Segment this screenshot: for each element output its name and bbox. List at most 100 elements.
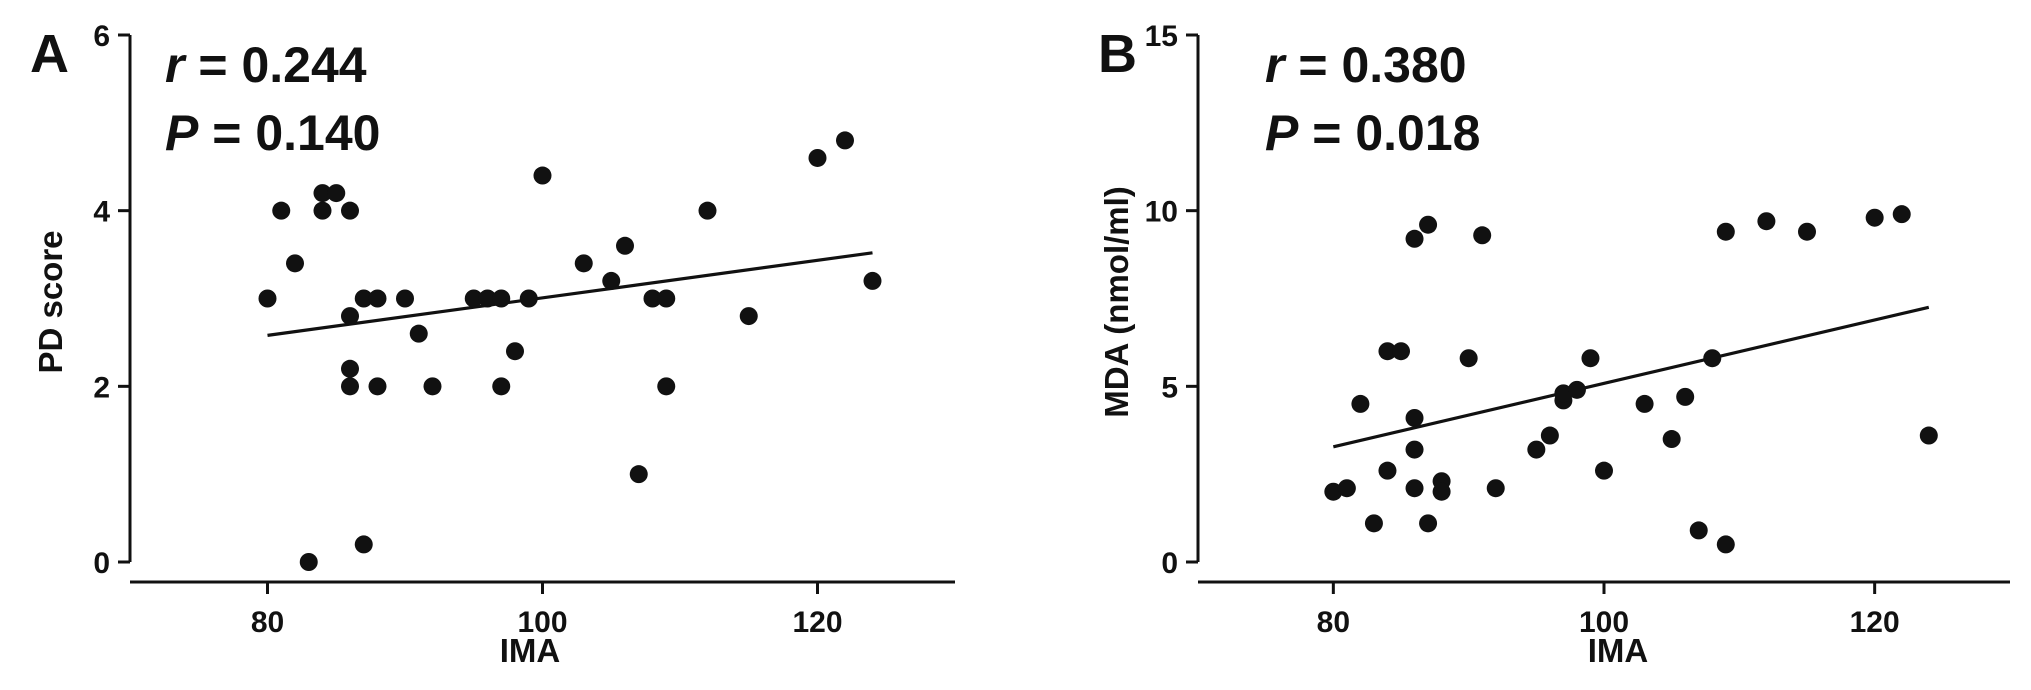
panel-b-data-point: [1351, 394, 1370, 413]
panel-a-stat-p-symbol: P: [165, 105, 199, 161]
panel-b-x-tick-label: 100: [1579, 606, 1629, 639]
panel-b-stat-r-symbol: r: [1265, 37, 1287, 93]
panel-b-data-point: [1432, 482, 1451, 501]
panel-a-data-point: [863, 271, 882, 290]
panel-a-data-point: [602, 271, 621, 290]
panel-b-stat-p: P = 0.018: [1265, 105, 1480, 161]
panel-b-x-tick-label: 120: [1850, 606, 1900, 639]
panel-a-stat-p: P = 0.140: [165, 105, 380, 161]
panel-b-data-point: [1405, 229, 1424, 248]
panel-b-data-point: [1527, 440, 1546, 459]
panel-b-letter: B: [1098, 24, 1137, 84]
panel-b-data-point: [1757, 212, 1776, 231]
panel-a-data-point: [657, 289, 676, 308]
panel-b-data-point: [1554, 384, 1573, 403]
panel-a-data-point: [341, 307, 359, 326]
panel-a-data-point: [396, 289, 414, 308]
panel-a-x-tick-label: 100: [517, 606, 567, 639]
panel-a-data-point: [341, 377, 359, 396]
panel-b-stat-p-value: = 0.018: [1298, 105, 1480, 161]
panel-b-data-point: [1567, 380, 1586, 399]
panel-a-data-point: [354, 535, 373, 554]
panel-a-y-axis-title: PD score: [32, 230, 69, 373]
panel-a-data-point: [629, 465, 648, 484]
panel-b-data-point: [1378, 461, 1397, 480]
panel-b-data-point: [1540, 426, 1559, 445]
panel-b-stat-r: r = 0.380: [1265, 37, 1467, 93]
panel-a-plot-area: 0 2 4 6 80 100 120: [93, 20, 955, 639]
panel-b-data-point: [1919, 426, 1938, 445]
panel-a-data-point: [327, 184, 346, 203]
panel-a-y-tick-label: 0: [93, 547, 110, 580]
panel-b-y-tick-label: 10: [1145, 196, 1178, 229]
panel-a-stat-r: r = 0.244: [165, 37, 367, 93]
panel-b-y-tick-label: 0: [1161, 547, 1178, 580]
panel-a-stat-p-value: = 0.140: [198, 105, 380, 161]
panel-a-data-point: [341, 359, 359, 378]
panel-b-data-point: [1405, 408, 1424, 427]
panel-b-y-axis-title: MDA (nmol/ml): [1098, 186, 1135, 418]
panel-a-y-tick-label: 6: [93, 20, 110, 53]
panel-b-data-point: [1324, 482, 1343, 501]
panel-a-y-tick-label: 4: [93, 196, 110, 229]
panel-a-data-point: [354, 289, 373, 308]
panel-a-data-point: [409, 324, 428, 343]
panel-b-data-point: [1486, 479, 1505, 498]
panel-a-data-point: [492, 377, 511, 396]
panel-b-data-point: [1676, 387, 1695, 406]
panel-b-data-point: [1716, 535, 1735, 554]
panel-b-data-point: [1716, 222, 1735, 241]
panel-b-data-point: [1405, 440, 1424, 459]
panel-a-data-point: [464, 289, 483, 308]
panel-a-stat-r-value: = 0.244: [184, 37, 366, 93]
panel-a-data-point: [657, 377, 676, 396]
panel-a-data-point: [313, 184, 332, 203]
panel-a-data-point: [574, 254, 593, 273]
panel-b-data-point: [1798, 222, 1816, 241]
panel-a-data-point: [478, 289, 497, 308]
panel-b-x-axis-title: IMA: [1588, 632, 1649, 669]
panel-b-data-point: [1689, 521, 1708, 540]
panel-a-data-point: [313, 201, 332, 220]
panel-b-data-point: [1473, 226, 1492, 245]
panel-a-data-point: [299, 553, 318, 571]
panel-a-data-point: [616, 236, 634, 255]
panel-b-data-point: [1419, 215, 1438, 234]
panel-a-data-point: [368, 289, 387, 308]
panel-a-letter: A: [30, 24, 69, 84]
panel-a-x-tick-label: 80: [251, 606, 284, 639]
panel-a-data-point: [739, 307, 758, 326]
panel-b-data-point: [1595, 461, 1613, 480]
panel-a-data-point: [492, 289, 511, 308]
panel-a-regression-line: [267, 251, 873, 337]
panel-b-data-point: [1378, 342, 1397, 361]
panel-b-data-point: [1865, 208, 1884, 227]
panel-b-y-tick-label: 5: [1161, 371, 1178, 404]
panel-a-data-point: [286, 254, 304, 273]
panel-a-x-axis-title: IMA: [500, 632, 561, 669]
panel-b-data-point: [1364, 514, 1383, 533]
panel-b-data-point: [1662, 430, 1681, 449]
panel-b-data-point: [1892, 205, 1911, 224]
panel-a-data-point: [506, 342, 524, 361]
panel-a-data-point: [368, 377, 387, 396]
panel-b-data-point: [1337, 479, 1356, 498]
panel-a-data-point: [698, 201, 717, 220]
panel-b-data-point: [1703, 349, 1722, 368]
panel-a-data-point: [423, 377, 442, 396]
panel-b-data-point: [1392, 342, 1410, 361]
panel-a-x-tick-label: 120: [792, 606, 842, 639]
panel-b-y-tick-label: 15: [1145, 20, 1178, 53]
panel-a-data-point: [808, 148, 827, 167]
panel-b-stat-r-value: = 0.380: [1284, 37, 1466, 93]
panel-b-x-tick-label: 80: [1317, 606, 1350, 639]
panel-a-data-point: [258, 289, 277, 308]
panel-a-data-point: [519, 289, 538, 308]
panel-b-data-point: [1635, 394, 1654, 413]
panel-b-data-point: [1459, 349, 1478, 368]
panel-b-regression-line: [1332, 305, 1930, 449]
panel-a-data-point: [836, 131, 854, 150]
panel-b: B r = 0.380 P = 0.018 IMA MDA (nmol/ml) …: [1098, 20, 2010, 669]
